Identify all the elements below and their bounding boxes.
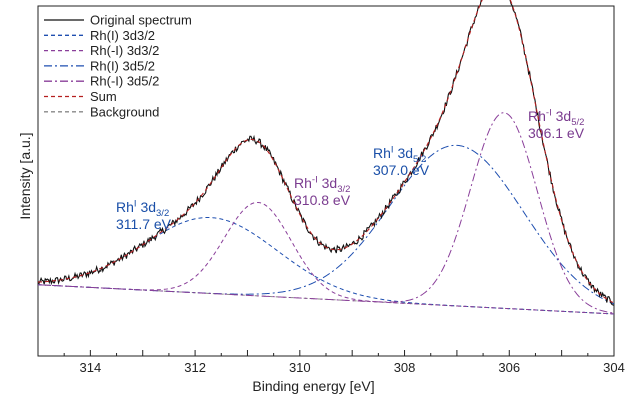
x-tick-label: 310 bbox=[289, 360, 311, 375]
series-rh-i-3d5-2 bbox=[37, 112, 615, 314]
series-sum bbox=[37, 0, 615, 304]
legend-label: Rh(I) 3d5/2 bbox=[90, 58, 155, 73]
legend-label: Rh(-I) 3d3/2 bbox=[90, 43, 159, 58]
annotation-rhm1-3d32: Rh-I 3d3/2 310.8 eV bbox=[294, 174, 351, 208]
tick-layer: 314 312 310 308 306 304 bbox=[37, 350, 625, 375]
x-axis-label: Binding energy [eV] bbox=[252, 378, 375, 394]
y-axis-label: Intensity [a.u.] bbox=[17, 132, 33, 220]
legend-label: Rh(I) 3d3/2 bbox=[90, 28, 155, 43]
x-tick-label: 306 bbox=[498, 360, 520, 375]
annotation-rh1-3d32: RhI 3d3/2 311.7 eV bbox=[116, 198, 172, 232]
annotation-rh1-3d52: RhI 3d5/2 307.0 eV bbox=[373, 144, 430, 178]
legend-label: Sum bbox=[90, 89, 117, 104]
annotation-rhm1-3d52: Rh-I 3d5/2 306.1 eV bbox=[528, 107, 585, 141]
x-tick-label: 312 bbox=[184, 360, 206, 375]
x-tick-label: 314 bbox=[80, 360, 102, 375]
series-layer bbox=[37, 0, 615, 315]
x-tick-label: 304 bbox=[603, 360, 625, 375]
legend-label: Original spectrum bbox=[90, 13, 192, 28]
legend-label: Rh(-I) 3d5/2 bbox=[90, 74, 159, 89]
legend-label: Background bbox=[90, 104, 159, 119]
x-tick-label: 308 bbox=[394, 360, 416, 375]
